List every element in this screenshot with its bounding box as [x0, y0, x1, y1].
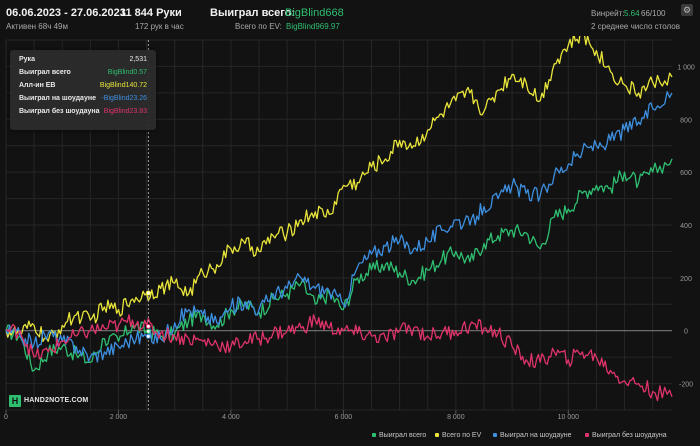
x-tick-label: 2 000 [110, 414, 128, 421]
won-total-value: BigBlind668 [285, 7, 344, 19]
tooltip-row: Выиграл на шоудауне -BigBlind23.26 [19, 95, 147, 107]
series-line [5, 314, 673, 402]
ev-total-value: BigBlind969.97 [286, 22, 340, 31]
series-line [5, 36, 673, 343]
legend-item[interactable]: Выиграл на шоудауне [493, 432, 572, 442]
average-tables: 2 среднее число столов [591, 22, 680, 31]
tooltip-row-label: Выиграл без шоудауна [19, 108, 100, 115]
ev-total-label: Всего по EV: [235, 22, 282, 31]
x-tick-label: 0 [4, 414, 8, 421]
legend-label: Выиграл на шоудауне [500, 432, 572, 439]
y-axis: -200 0 200 400 600 800 1 000 [677, 64, 695, 388]
y-tick-label: -200 [679, 382, 693, 389]
x-tick-label: 10 000 [558, 414, 580, 421]
y-tick-label: 600 [680, 170, 692, 177]
legend-item[interactable]: Выиграл всего [372, 432, 426, 442]
x-tick-label: 8 000 [447, 414, 465, 421]
tooltip-row: Выиграл без шоудауна BigBlind23.83 [19, 108, 147, 120]
legend-item[interactable]: Выиграл без шоудауна [585, 432, 667, 442]
active-time: Активен 68ч 49м [6, 22, 68, 31]
hover-point [145, 290, 151, 296]
settings-icon[interactable]: ⚙ [681, 4, 693, 16]
y-tick-label: 400 [680, 223, 692, 230]
legend-label: Выиграл всего [379, 432, 427, 439]
hover-point [145, 323, 151, 329]
x-tick-label: 6 000 [335, 414, 353, 421]
x-tick-label: 4 000 [222, 414, 240, 421]
legend-label: Выиграл без шоудауна [592, 432, 667, 439]
tooltip-row-label: Выиграл всего [19, 69, 71, 76]
winrate-suffix: 66/100 [641, 9, 666, 18]
hands-per-hour: 172 рук в час [135, 22, 184, 31]
date-range[interactable]: 06.06.2023 - 27.06.2023 [6, 7, 126, 19]
tooltip-row: Алл-ин ЕВ BigBlind140.72 [19, 82, 147, 94]
tooltip-row-value: BigBlind0.57 [107, 69, 147, 76]
hover-point [145, 333, 151, 339]
tooltip-row-label: Выиграл на шоудауне [19, 95, 96, 102]
logo-text: HAND2NOTE.COM [24, 397, 89, 404]
hover-tooltip: Рука 2,531 Выиграл всего BigBlind0.57 Ал… [10, 50, 156, 130]
header: 06.06.2023 - 27.06.2023 Активен 68ч 49м … [0, 0, 700, 36]
y-tick-label: 0 [684, 329, 688, 336]
won-total-label: Выиграл всего: [210, 7, 296, 19]
winrate-label: Винрейт: [591, 9, 625, 18]
y-tick-label: 200 [680, 276, 692, 283]
x-axis: 0 2 000 4 000 6 000 8 000 10 000 [4, 410, 579, 421]
tooltip-hand-label: Рука [19, 56, 35, 63]
series-line [5, 158, 673, 372]
tooltip-hand-value: 2,531 [129, 56, 147, 63]
tooltip-row-label: Алл-ин ЕВ [19, 82, 56, 89]
y-tick-label: 1 000 [677, 64, 695, 71]
series-lines [5, 36, 673, 402]
hover-point [145, 328, 151, 334]
tooltip-row: Выиграл всего BigBlind0.57 [19, 69, 147, 81]
tooltip-row-value: BigBlind140.72 [99, 82, 147, 89]
winrate-value: 5.64 [624, 9, 640, 18]
y-tick-label: 800 [680, 117, 692, 124]
legend-item[interactable]: Всего по EV [435, 432, 481, 442]
tooltip-hand-row: Рука 2,531 [19, 56, 147, 68]
series-line [5, 91, 673, 363]
tooltip-row-value: -BigBlind23.26 [101, 95, 147, 102]
legend-label: Всего по EV [442, 432, 482, 439]
hands-count: 11 844 Руки [120, 7, 182, 19]
tooltip-row-value: BigBlind23.83 [103, 108, 147, 115]
logo-mark: H [9, 395, 21, 407]
